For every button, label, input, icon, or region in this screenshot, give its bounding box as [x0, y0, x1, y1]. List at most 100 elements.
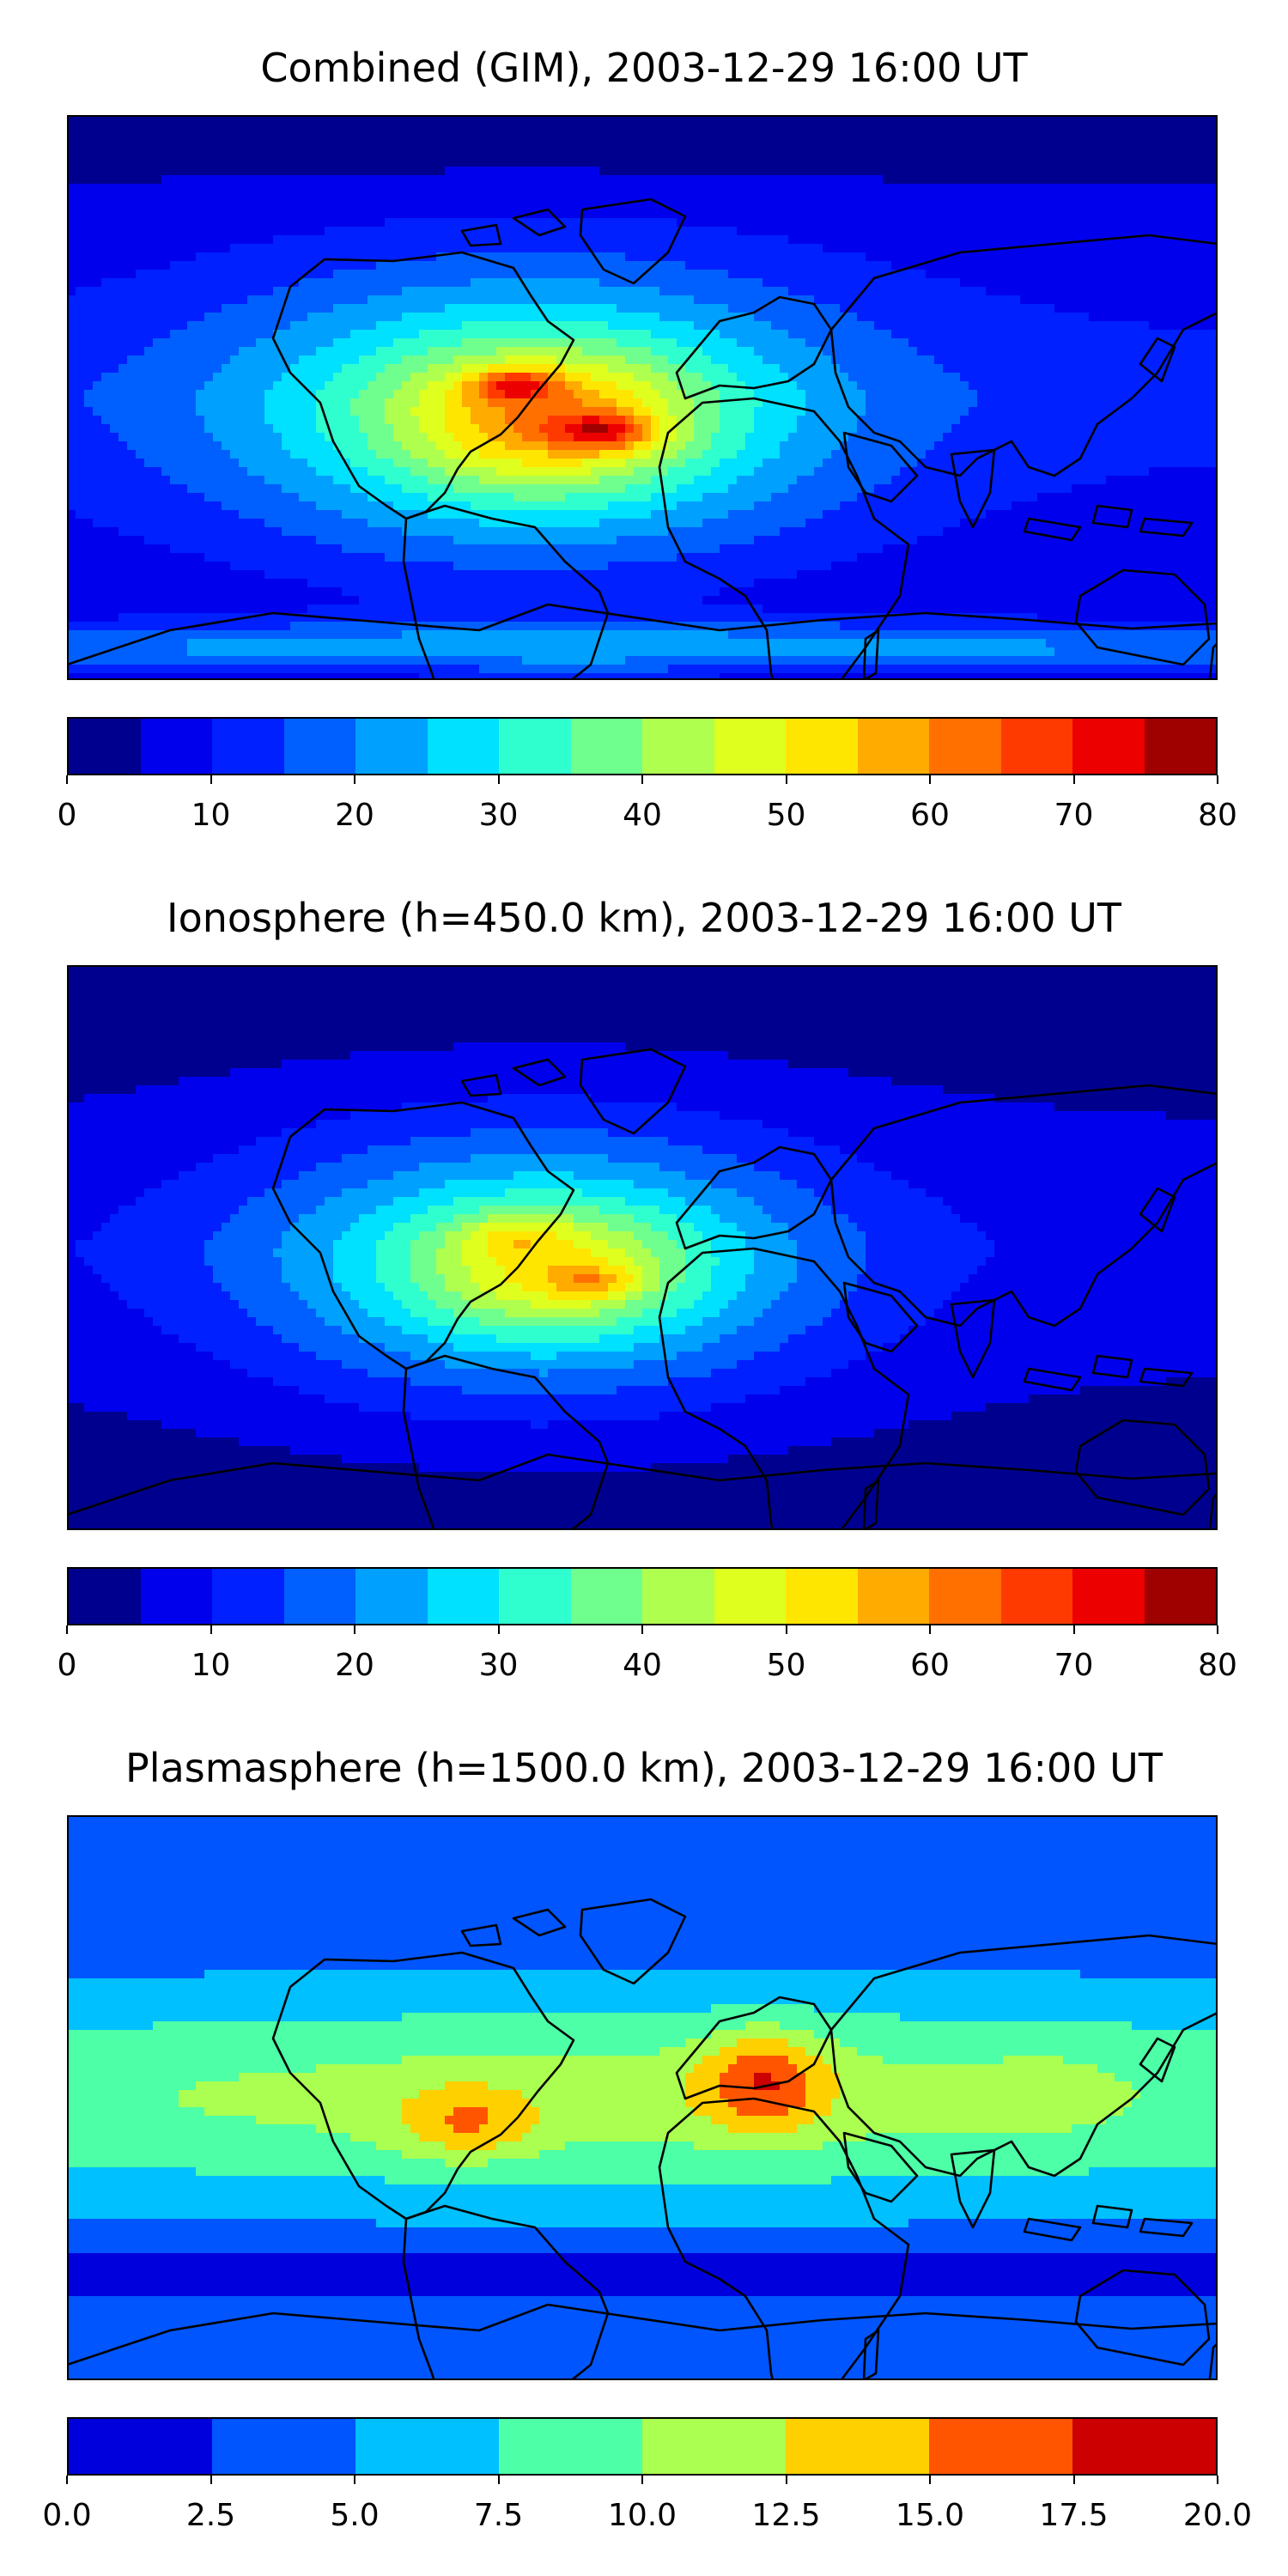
contour-cell	[917, 347, 927, 356]
contour-cell	[1175, 424, 1184, 434]
contour-cell	[136, 304, 145, 313]
contour-cell	[127, 175, 137, 185]
contour-cell	[393, 252, 403, 262]
contour-cell	[179, 407, 188, 416]
contour-cell	[908, 355, 918, 365]
contour-cell	[1200, 278, 1210, 288]
contour-cell	[136, 132, 145, 142]
contour-cell	[977, 304, 987, 313]
contour-cell	[1157, 313, 1167, 322]
contour-cell	[1063, 364, 1072, 374]
contour-cell	[762, 235, 772, 245]
contour-cell	[316, 338, 325, 348]
contour-cell	[428, 261, 437, 270]
contour-cell	[368, 192, 377, 202]
contour-cell	[917, 373, 927, 382]
contour-cell	[1149, 313, 1158, 322]
contour-cell	[479, 270, 489, 279]
contour-cell	[823, 321, 832, 331]
contour-cell	[1209, 313, 1218, 322]
contour-cell	[299, 235, 308, 245]
contour-cell	[900, 227, 909, 236]
contour-cell	[866, 330, 875, 339]
contour-cell	[788, 184, 798, 193]
contour-cell	[591, 132, 600, 142]
contour-cell	[685, 227, 695, 236]
contour-cell	[668, 330, 677, 339]
contour-cell	[1029, 295, 1038, 305]
contour-cell	[1003, 210, 1012, 219]
contour-cell	[926, 416, 935, 425]
contour-cell	[333, 295, 343, 305]
contour-cell	[908, 218, 918, 228]
contour-cell	[488, 355, 497, 365]
contour-cell	[754, 295, 763, 305]
contour-cell	[625, 313, 635, 322]
contour-cell	[548, 158, 557, 167]
contour-cell	[780, 270, 789, 279]
contour-cell	[445, 407, 454, 416]
contour-cell	[1149, 278, 1158, 288]
contour-cell	[1140, 270, 1150, 279]
contour-cell	[342, 347, 351, 356]
contour-cell	[908, 313, 918, 322]
contour-cell	[101, 313, 111, 322]
contour-cell	[127, 218, 137, 228]
contour-cell	[1175, 295, 1184, 305]
contour-cell	[754, 321, 763, 331]
contour-cell	[428, 201, 437, 210]
contour-cell	[556, 227, 566, 236]
contour-cell	[1175, 201, 1184, 210]
contour-cell	[926, 424, 935, 434]
contour-cell	[273, 347, 283, 356]
contour-cell	[402, 355, 411, 365]
contour-cell	[548, 338, 557, 348]
contour-cell	[694, 141, 703, 150]
contour-cell	[780, 184, 789, 193]
contour-cell	[419, 355, 428, 365]
contour-cell	[548, 373, 557, 382]
contour-cell	[204, 149, 214, 159]
contour-cell	[617, 321, 626, 331]
contour-cell	[170, 235, 179, 245]
contour-cell	[754, 141, 763, 150]
contour-cell	[1140, 192, 1150, 202]
contour-cell	[823, 304, 832, 313]
contour-cell	[196, 433, 205, 442]
contour-cell	[247, 330, 257, 339]
contour-cell	[1166, 398, 1176, 408]
contour-cell	[1140, 227, 1150, 236]
contour-cell	[608, 304, 617, 313]
contour-cell	[84, 330, 94, 339]
contour-cell	[1149, 149, 1158, 159]
contour-cell	[994, 167, 1004, 176]
contour-cell	[376, 124, 386, 133]
contour-cell	[1003, 278, 1012, 288]
contour-cell	[1046, 218, 1055, 228]
contour-cell	[1115, 321, 1124, 331]
contour-cell	[797, 210, 806, 219]
contour-cell	[84, 364, 94, 374]
contour-cell	[1089, 287, 1098, 296]
contour-cell	[136, 218, 145, 228]
contour-cell	[496, 261, 506, 270]
contour-cell	[943, 278, 952, 288]
contour-cell	[101, 304, 111, 313]
contour-cell	[900, 141, 909, 150]
contour-cell	[762, 124, 772, 133]
contour-cell	[943, 330, 952, 339]
contour-cell	[762, 304, 772, 313]
contour-cell	[247, 244, 257, 253]
contour-cell	[161, 192, 171, 202]
contour-cell	[436, 167, 446, 176]
contour-cell	[325, 132, 334, 142]
contour-cell	[325, 355, 334, 365]
contour-cell	[1037, 261, 1047, 270]
contour-cell	[471, 227, 480, 236]
contour-cell	[951, 398, 961, 408]
contour-cell	[385, 338, 394, 348]
contour-cell	[282, 287, 291, 296]
contour-cell	[951, 295, 961, 305]
contour-cell	[651, 330, 660, 339]
contour-cell	[144, 270, 154, 279]
